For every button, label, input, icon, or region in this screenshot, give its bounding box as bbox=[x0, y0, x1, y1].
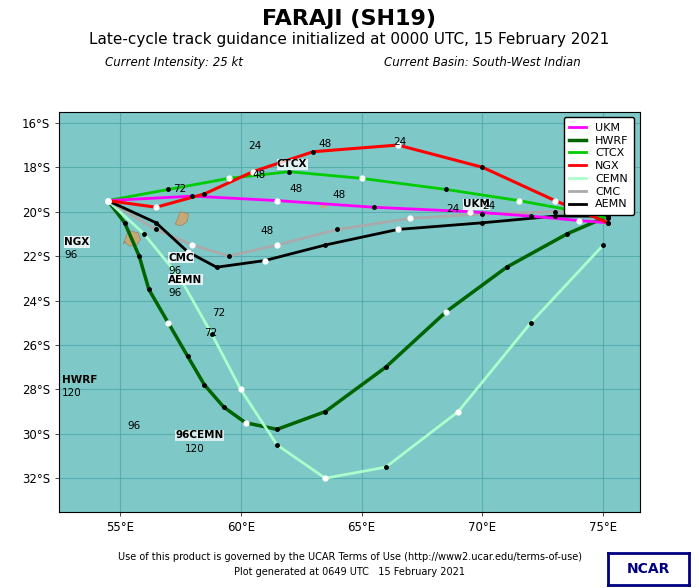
Text: 72: 72 bbox=[173, 183, 186, 193]
Text: NCAR: NCAR bbox=[626, 562, 670, 576]
Text: CTCX: CTCX bbox=[277, 159, 308, 169]
Text: AEMN: AEMN bbox=[168, 275, 203, 285]
Text: 96CEMN: 96CEMN bbox=[175, 430, 224, 440]
Text: 48: 48 bbox=[289, 183, 302, 193]
Text: 120: 120 bbox=[185, 443, 205, 453]
Text: UKM: UKM bbox=[463, 199, 490, 209]
Text: 72: 72 bbox=[204, 328, 217, 338]
Text: 120: 120 bbox=[62, 388, 82, 398]
Text: 72: 72 bbox=[212, 308, 225, 318]
Text: 24: 24 bbox=[248, 142, 261, 152]
Polygon shape bbox=[175, 212, 189, 225]
Text: Use of this product is governed by the UCAR Terms of Use (http://www2.ucar.edu/t: Use of this product is governed by the U… bbox=[117, 552, 582, 562]
Polygon shape bbox=[124, 230, 140, 246]
Text: FARAJI (SH19): FARAJI (SH19) bbox=[263, 9, 436, 29]
Text: 48: 48 bbox=[333, 191, 346, 201]
Legend: UKM, HWRF, CTCX, NGX, CEMN, CMC, AEMN: UKM, HWRF, CTCX, NGX, CEMN, CMC, AEMN bbox=[564, 117, 634, 215]
Text: 96: 96 bbox=[64, 250, 78, 260]
Text: 96: 96 bbox=[168, 266, 182, 276]
Text: 24: 24 bbox=[393, 137, 406, 147]
Text: 48: 48 bbox=[253, 171, 266, 181]
Text: 48: 48 bbox=[318, 139, 331, 149]
Text: NGX: NGX bbox=[64, 237, 89, 247]
Text: CMC: CMC bbox=[168, 253, 194, 263]
Text: 96: 96 bbox=[127, 422, 140, 432]
Text: 96: 96 bbox=[168, 288, 182, 298]
Text: Late-cycle track guidance initialized at 0000 UTC, 15 February 2021: Late-cycle track guidance initialized at… bbox=[89, 32, 610, 48]
Text: Current Basin: South-West Indian: Current Basin: South-West Indian bbox=[384, 56, 581, 69]
Text: 48: 48 bbox=[260, 226, 273, 236]
Text: Current Intensity: 25 kt: Current Intensity: 25 kt bbox=[105, 56, 243, 69]
Text: Plot generated at 0649 UTC   15 February 2021: Plot generated at 0649 UTC 15 February 2… bbox=[234, 567, 465, 577]
Text: HWRF: HWRF bbox=[62, 375, 97, 385]
Text: 24: 24 bbox=[482, 202, 496, 212]
Text: 24: 24 bbox=[446, 203, 459, 213]
